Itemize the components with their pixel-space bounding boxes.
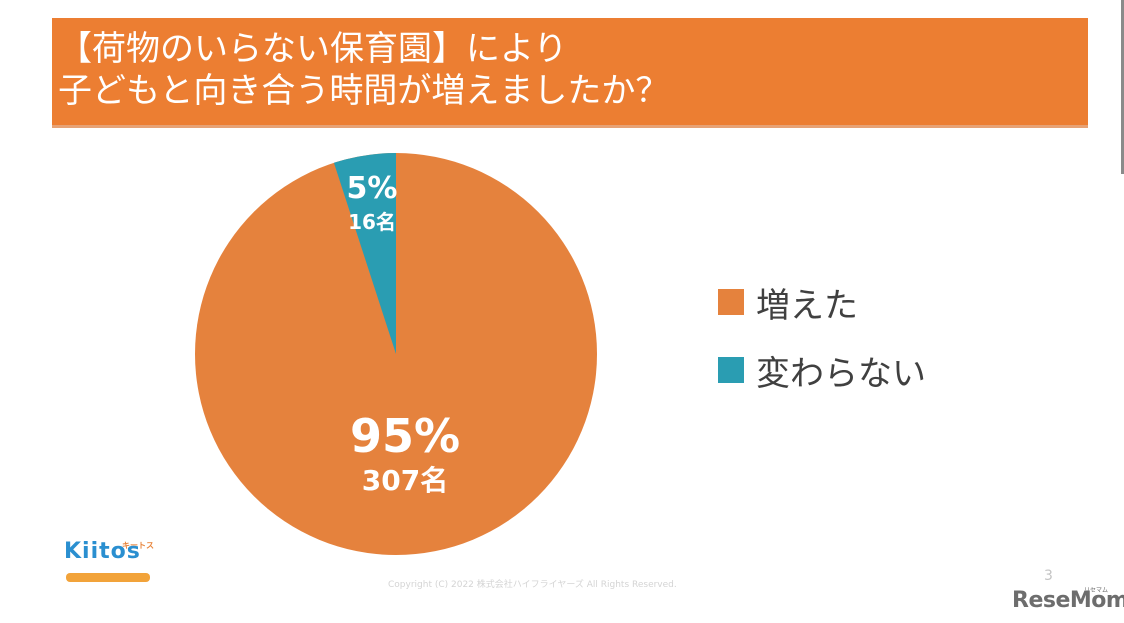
legend-label: 増えた: [756, 285, 858, 326]
pie-chart-graphic: [195, 152, 597, 555]
page-number: 3: [1044, 568, 1053, 584]
slice-unchanged-percent: 5%: [346, 171, 398, 206]
slice-unchanged-count: 16名: [348, 210, 396, 234]
title-line-2: 子どもと向き合う時間が増えましたか？: [58, 71, 670, 111]
resemom-watermark-kana: リセマム: [1084, 587, 1109, 594]
logo-text: Kiitos: [64, 539, 141, 564]
legend-item-unchanged: 変わらない: [718, 350, 926, 394]
chart-legend: 増えた 変わらない: [718, 282, 926, 418]
legend-swatch-teal: [718, 357, 744, 383]
logo-kana: キートス: [122, 541, 154, 550]
title-line-1: 【荷物のいらない保育園】により: [58, 29, 568, 69]
pie-slice-unchanged: [333, 152, 396, 354]
kiitos-logo: Kiitos キートス: [64, 540, 154, 588]
title-banner: 【荷物のいらない保育園】により 子どもと向き合う時間が増えましたか？: [52, 18, 1088, 128]
scrollbar-edge: [1121, 0, 1124, 174]
legend-swatch-orange: [718, 289, 744, 315]
legend-label: 変わらない: [756, 353, 926, 394]
resemom-watermark: ReseMom: [1012, 588, 1124, 613]
logo-company-bar: [66, 573, 150, 582]
pie-chart: [193, 151, 599, 557]
slice-increased-percent: 95%: [349, 409, 461, 463]
copyright-text: Copyright (C) 2022 株式会社ハイフライヤーズ All Righ…: [388, 580, 677, 590]
slice-increased-count: 307名: [361, 464, 449, 497]
legend-item-increased: 増えた: [718, 282, 926, 326]
